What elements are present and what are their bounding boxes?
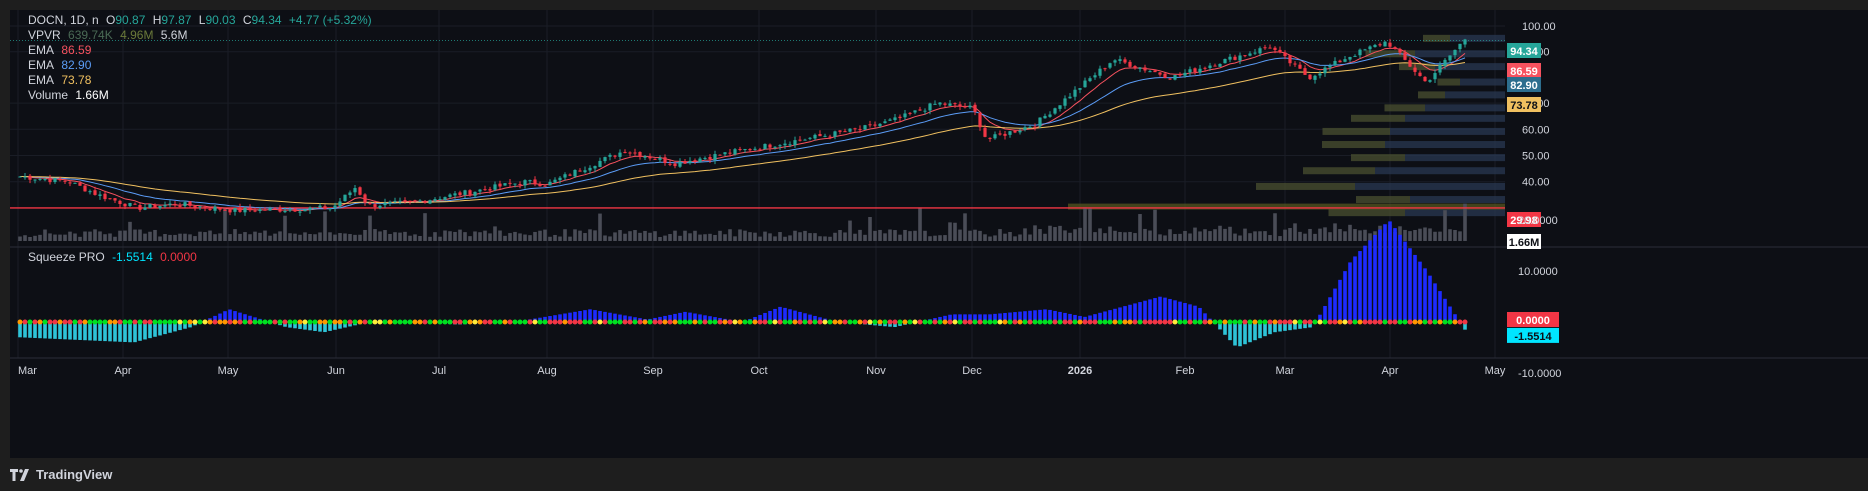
ema3-label: EMA [28, 73, 55, 87]
ohlc-legend: DOCN, 1D, n O90.87 H97.87 L90.03 C94.34 … [28, 13, 376, 28]
price-tick: 60.00 [1522, 124, 1550, 136]
vpvr-legend[interactable]: VPVR 639.74K 4.96M 5.6M [28, 28, 191, 43]
time-tick: May [218, 365, 239, 377]
price-tick: 40.00 [1522, 177, 1550, 189]
squeeze-badge: 0.0000 [1507, 312, 1559, 327]
open-label: O [106, 13, 116, 27]
svg-text:82.90: 82.90 [1510, 80, 1538, 92]
time-tick: Aug [537, 365, 557, 377]
svg-text:1.66M: 1.66M [1509, 237, 1540, 249]
ema1-label: EMA [28, 43, 55, 57]
low-value: 90.03 [205, 13, 236, 27]
squeeze-value-1: -1.5514 [112, 250, 153, 264]
vpvr-value-2: 4.96M [120, 28, 154, 42]
volume-label: Volume [28, 88, 69, 102]
vpvr-label: VPVR [28, 28, 61, 42]
volume-bars [18, 203, 1467, 241]
high-value: 97.87 [161, 13, 192, 27]
time-tick: Nov [866, 365, 886, 377]
squeeze-histogram [18, 221, 1467, 347]
time-tick: 2026 [1068, 365, 1092, 377]
time-tick: Apr [1381, 365, 1398, 377]
squeeze-value-2: 0.0000 [160, 250, 197, 264]
time-tick: Jul [432, 365, 446, 377]
close-value: 94.34 [251, 13, 282, 27]
svg-text:0.0000: 0.0000 [1516, 315, 1550, 327]
price-badge: 1.66M [1507, 234, 1541, 249]
symbol-label[interactable]: DOCN, 1D, n [28, 13, 99, 27]
svg-text:94.34: 94.34 [1510, 46, 1538, 58]
price-badge: 73.78 [1507, 97, 1541, 112]
tradingview-footer[interactable]: TradingView [10, 462, 112, 487]
price-badge: 29.98 [1507, 212, 1541, 227]
vpvr-value-3: 5.6M [160, 28, 188, 42]
price-badge: 82.90 [1507, 77, 1541, 92]
squeeze-tick: 20.0000 [1518, 215, 1558, 227]
svg-text:73.78: 73.78 [1510, 100, 1538, 112]
squeeze-label: Squeeze PRO [28, 250, 105, 264]
price-tick: 100.00 [1522, 21, 1556, 33]
candlesticks [18, 38, 1467, 216]
squeeze-badge: -1.5514 [1507, 327, 1559, 343]
vpvr-value-1: 639.74K [68, 28, 113, 42]
time-axis[interactable]: Mar Apr May Jun Jul Aug Sep Oct Nov Dec 2026 Feb Mar… [18, 365, 1506, 377]
time-tick: May [1485, 365, 1506, 377]
squeeze-legend[interactable]: Squeeze PRO -1.5514 0.0000 [28, 250, 201, 265]
squeeze-badges: 0.0000 -1.5514 [1507, 312, 1559, 343]
tradingview-logo-icon [10, 468, 29, 481]
grid-lines [10, 10, 1505, 358]
change-value: +4.77 (+5.32%) [288, 13, 372, 27]
svg-text:29.98: 29.98 [1510, 215, 1538, 227]
volume-legend[interactable]: Volume 1.66M [28, 88, 113, 103]
price-tick: 50.00 [1522, 151, 1550, 163]
squeeze-tick: 10.0000 [1518, 266, 1558, 278]
time-tick: Oct [750, 365, 767, 377]
squeeze-dots [17, 319, 1468, 325]
ema3-legend[interactable]: EMA 73.78 [28, 73, 95, 88]
time-tick: Mar [18, 365, 37, 377]
ema2-legend[interactable]: EMA 82.90 [28, 58, 95, 73]
svg-text:-1.5514: -1.5514 [1514, 331, 1552, 343]
price-badge: 86.59 [1507, 63, 1541, 78]
ema3-value: 73.78 [61, 73, 92, 87]
ema2-value: 82.90 [61, 58, 92, 72]
time-tick: Jun [327, 365, 345, 377]
close-label: C [242, 13, 252, 27]
price-badges: 94.34 86.59 82.90 73.78 29.98 1.66M [1507, 43, 1541, 249]
time-tick: Apr [114, 365, 131, 377]
open-value: 90.87 [115, 13, 146, 27]
price-badge: 94.34 [1507, 43, 1541, 58]
time-tick: Sep [643, 365, 663, 377]
time-tick: Feb [1176, 365, 1195, 377]
volume-value: 1.66M [75, 88, 109, 102]
volume-profile [1068, 34, 1505, 217]
brand-name: TradingView [36, 467, 113, 482]
ema2-label: EMA [28, 58, 55, 72]
high-label: H [152, 13, 162, 27]
time-tick: Mar [1276, 365, 1295, 377]
time-tick: Dec [962, 365, 982, 377]
squeeze-axis[interactable]: 20.0000 10.0000 -10.0000 [1518, 215, 1561, 380]
low-label: L [198, 13, 206, 27]
price-scale-bg [1505, 10, 1868, 458]
ema1-value: 86.59 [61, 43, 92, 57]
squeeze-tick: -10.0000 [1518, 368, 1561, 380]
svg-text:86.59: 86.59 [1510, 66, 1538, 78]
ema1-legend[interactable]: EMA 86.59 [28, 43, 95, 58]
